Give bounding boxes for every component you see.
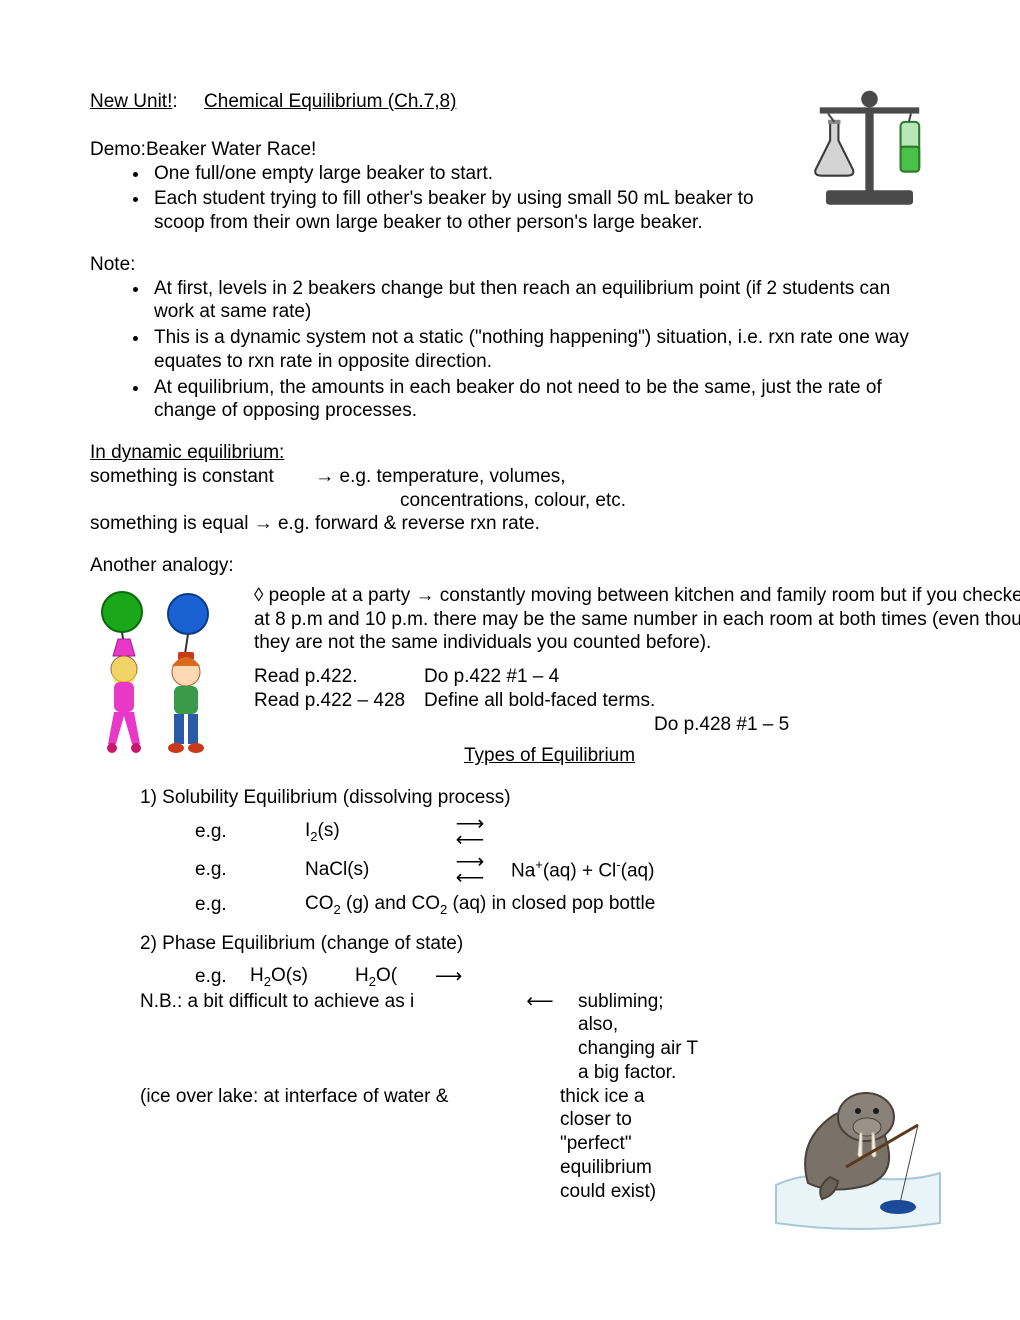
eg-rhs: Na+(aq) + Cl-(aq) bbox=[505, 857, 654, 883]
note-section: Note: At first, levels in 2 beakers chan… bbox=[90, 253, 930, 423]
dynamic-constant-examples: → e.g. temperature, volumes, bbox=[315, 466, 565, 487]
type2-heading: 2) Phase Equilibrium (change of state) bbox=[90, 932, 930, 956]
walrus-fishing-clipart bbox=[768, 1055, 948, 1230]
demo-bullet: Each student trying to fill other's beak… bbox=[150, 187, 790, 235]
type1-heading: 1) Solubility Equilibrium (dissolving pr… bbox=[90, 786, 930, 810]
nb-line2: (ice over lake: at interface of water & … bbox=[90, 1085, 700, 1204]
reading-cell: Do p.422 #1 – 4 bbox=[424, 665, 824, 689]
new-unit-label: New Unit! bbox=[90, 91, 172, 112]
eg-label: e.g. bbox=[195, 965, 250, 989]
eg-mid: H2O( bbox=[355, 964, 435, 990]
demo-label: Demo: bbox=[90, 139, 146, 160]
note-label: Note: bbox=[90, 253, 930, 277]
reading-cell: Define all bold-faced terms. bbox=[424, 689, 824, 713]
party-kids-clipart bbox=[90, 584, 240, 754]
arrow-left-icon: ⟵ bbox=[520, 990, 560, 1014]
eg-text: CO2 (g) and CO2 (aq) in closed pop bottl… bbox=[305, 892, 655, 918]
dynamic-line: something is constant → e.g. temperature… bbox=[90, 465, 930, 489]
demo-bullets: One full/one empty large beaker to start… bbox=[150, 162, 790, 235]
demo-name: Beaker Water Race! bbox=[146, 139, 316, 160]
dynamic-equal-line: something is equal → e.g. forward & reve… bbox=[90, 512, 930, 536]
dynamic-heading: In dynamic equilibrium: bbox=[90, 442, 284, 463]
eg-label: e.g. bbox=[195, 820, 305, 844]
reading-cell: Do p.428 #1 – 5 bbox=[424, 713, 1020, 737]
example-row: e.g. NaCl(s) ⟶⟵ Na+(aq) + Cl-(aq) bbox=[90, 854, 930, 886]
reading-assignments: Read p.422. Do p.422 #1 – 4 Read p.422 –… bbox=[254, 665, 1020, 736]
reading-cell: Read p.422. bbox=[254, 665, 424, 689]
note-bullet: At first, levels in 2 beakers change but… bbox=[150, 277, 930, 325]
eg-lhs: I2(s) bbox=[305, 819, 435, 845]
nb-line1: N.B.: a bit difficult to achieve as i ⟵ … bbox=[90, 990, 700, 1085]
example-row: e.g. I2(s) ⟶⟵ I2(aq) bbox=[90, 816, 930, 848]
balance-scale-clipart bbox=[797, 68, 942, 213]
analogy-label: Another analogy: bbox=[90, 554, 930, 578]
example-row: e.g. CO2 (g) and CO2 (aq) in closed pop … bbox=[90, 892, 930, 918]
note-bullet: At equilibrium, the amounts in each beak… bbox=[150, 376, 930, 424]
dynamic-constant-examples-cont: concentrations, colour, etc. bbox=[90, 489, 930, 513]
types-heading: Types of Equilibrium bbox=[464, 745, 635, 766]
analogy-text-block: ◊ people at a party → constantly moving … bbox=[254, 584, 1020, 768]
equilibrium-arrows-icon: ⟶ bbox=[435, 969, 485, 984]
analogy-section: Another analogy: bbox=[90, 554, 930, 768]
dynamic-constant-label: something is constant bbox=[90, 465, 310, 489]
note-bullets: At first, levels in 2 beakers change but… bbox=[150, 277, 930, 424]
dynamic-equilibrium-section: In dynamic equilibrium: something is con… bbox=[90, 441, 930, 536]
analogy-paragraph: ◊ people at a party → constantly moving … bbox=[254, 584, 1020, 655]
equilibrium-arrows-icon: ⟶⟵ bbox=[435, 816, 505, 848]
note-bullet: This is a dynamic system not a static ("… bbox=[150, 326, 930, 374]
example-row: e.g. H2O(s) H2O( ⟶ bbox=[90, 964, 700, 990]
demo-bullet: One full/one empty large beaker to start… bbox=[150, 162, 790, 186]
solubility-equilibrium-section: 1) Solubility Equilibrium (dissolving pr… bbox=[90, 786, 930, 918]
eg-lhs: H2O(s) bbox=[250, 964, 355, 990]
eg-label: e.g. bbox=[195, 893, 305, 917]
eg-label: e.g. bbox=[195, 858, 305, 882]
reading-cell: Read p.422 – 428 bbox=[254, 689, 424, 713]
title-colon: : bbox=[172, 91, 177, 112]
unit-name: Chemical Equilibrium (Ch.7,8) bbox=[204, 91, 456, 112]
equilibrium-arrows-icon: ⟶⟵ bbox=[435, 854, 505, 886]
eg-lhs: NaCl(s) bbox=[305, 858, 435, 882]
